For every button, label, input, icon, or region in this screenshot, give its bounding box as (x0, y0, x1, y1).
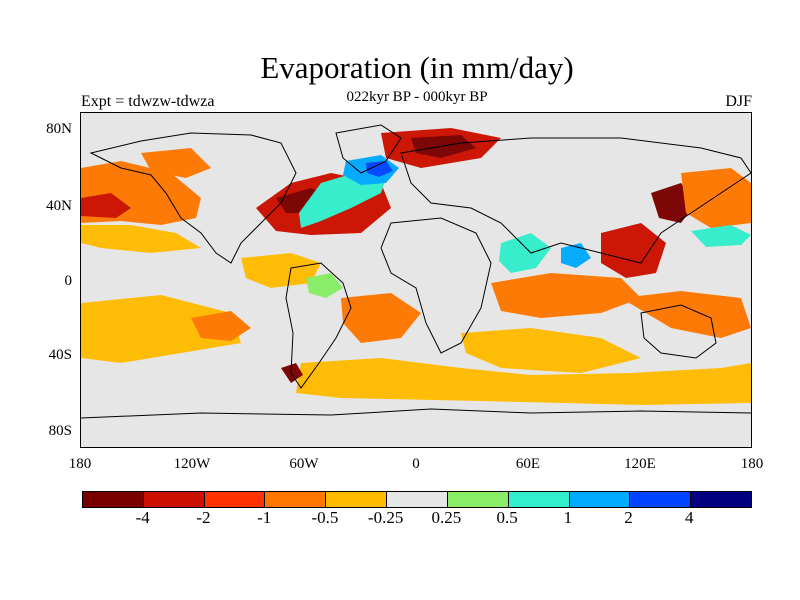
map-panel (80, 112, 752, 448)
anomaly-south-pacific-orange (621, 291, 751, 338)
experiment-label: Expt = tdwzw-tdwza (81, 93, 215, 110)
anomaly-arabian-sea-blue (561, 243, 591, 268)
coastline-australia (640, 304, 717, 359)
anomaly-southern-ocean-yellow-2 (296, 358, 751, 405)
colorbar-label: -1 (257, 508, 272, 527)
anomaly-west-pacific-red (601, 223, 666, 278)
anomaly-indian-ocean-cyan (499, 233, 551, 273)
anomaly-south-atlantic-orange (341, 293, 421, 343)
plot-subtitle: 022kyr BP - 000kyr BP (346, 89, 488, 105)
colorbar-label: -0.5 (311, 508, 339, 527)
coastline-greenland (335, 124, 402, 174)
continent-africa (381, 218, 491, 353)
anomaly-north-pacific-yellow (81, 225, 201, 253)
anomaly-north-pacific-red (81, 193, 131, 218)
colorbar-segment (387, 492, 448, 507)
coastlines (81, 124, 751, 419)
y-tick-label: 80S (48, 423, 72, 439)
map-field-svg (81, 124, 751, 447)
coastline-north-america (89, 132, 297, 264)
anomaly-tropical-atlantic-yellow (241, 253, 321, 288)
colorbar-segment (83, 492, 144, 507)
land-mask (81, 125, 751, 447)
colorbar-label: 1 (563, 508, 573, 527)
colorbar-segment (569, 492, 631, 507)
anomaly-barents-darkred (411, 135, 476, 158)
coastline-eurasia (400, 137, 751, 264)
anomaly-north-west-pacific-orange (681, 168, 751, 228)
colorbar-segment (265, 492, 327, 507)
colorbar-label: 4 (685, 508, 694, 527)
anomaly-north-atlantic-cyan (299, 171, 386, 228)
colorbar-label: 0.25 (431, 508, 462, 527)
colorbar-label: -2 (196, 508, 211, 527)
y-tick-label: 0 (64, 273, 73, 289)
x-tick-label: 180 (68, 456, 92, 472)
continent-eurasia (401, 138, 751, 263)
coastline-africa (380, 217, 492, 354)
y-tick-label: 40S (48, 347, 72, 363)
colorbar (82, 491, 752, 508)
anomaly-east-pacific-orange (141, 148, 211, 178)
anomaly-north-west-pacific-cyan (691, 225, 751, 247)
colorbar-label: 0.5 (496, 508, 518, 527)
x-tick-label: 60E (515, 456, 541, 472)
colorbar-segment (326, 492, 388, 507)
coastline-antarctica (81, 408, 751, 419)
anomaly-south-atlantic-green (306, 273, 343, 298)
x-tick-label: 0 (412, 456, 420, 472)
anomaly-indian-ocean-orange (491, 273, 641, 318)
season-label: DJF (725, 93, 752, 110)
plot-title: Evaporation (in mm/day) (260, 50, 574, 85)
anomaly-cape-horn-darkred (281, 363, 303, 383)
colorbar-segment (508, 492, 570, 507)
x-tick-label: 60W (289, 456, 319, 472)
y-tick-label: 80N (46, 121, 72, 137)
anomaly-field (81, 128, 751, 405)
colorbar-segment (143, 492, 205, 507)
x-tick-label: 180 (740, 456, 764, 472)
colorbar-label: 2 (624, 508, 633, 527)
anomaly-labrador-blue (366, 161, 393, 177)
coastline-south-america (285, 262, 352, 389)
colorbar-segment (691, 492, 751, 507)
colorbar-segment (447, 492, 509, 507)
anomaly-southern-ocean-orange (191, 311, 251, 341)
colorbar-segment (204, 492, 266, 507)
continent-south-america (286, 263, 351, 388)
x-tick-label: 120W (173, 456, 211, 472)
y-tick-label: 40N (46, 198, 72, 214)
continent-antarctica (81, 413, 751, 447)
colorbar-segment (630, 492, 692, 507)
anomaly-southern-ocean-yellow (81, 295, 241, 363)
x-tick-label: 120E (624, 456, 656, 472)
colorbar-label: -0.25 (367, 508, 404, 527)
anomaly-indian-ocean-yellow (461, 328, 641, 373)
colorbar-label: -4 (135, 508, 150, 527)
